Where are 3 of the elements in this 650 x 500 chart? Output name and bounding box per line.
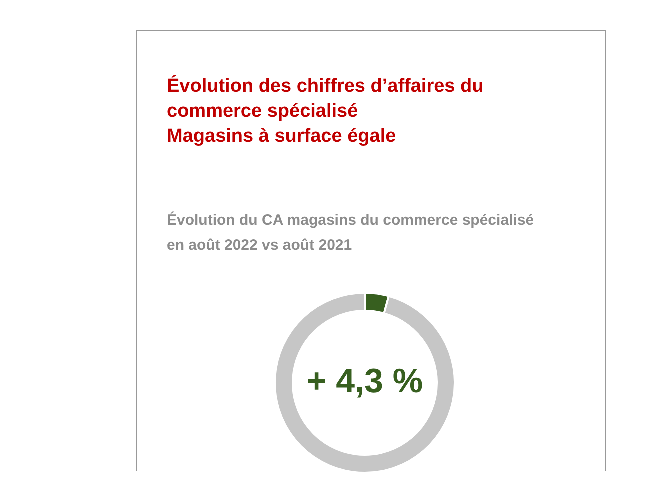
chart-subtitle: Évolution du CA magasins du commerce spécialisé en août 2022 vs août 2021 [167,210,534,256]
text: + 4,3 % [306,362,424,400]
chart-title: Évolution des chiffres d’affaires du commerce spécialisé Magasins à surface égale [167,74,484,149]
